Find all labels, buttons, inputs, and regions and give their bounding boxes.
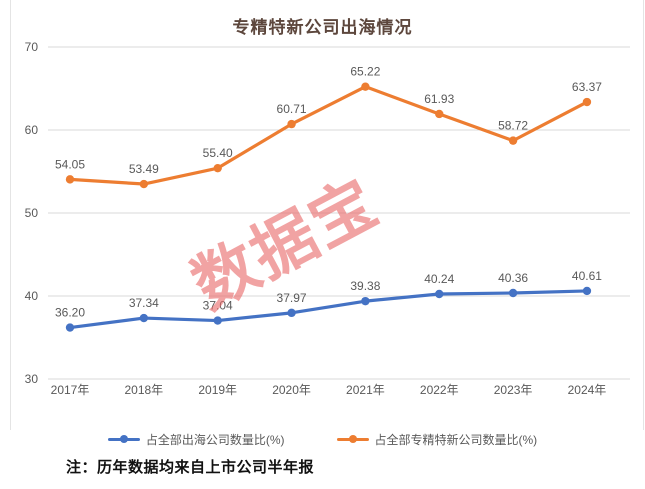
- x-tick-label: 2024年: [568, 383, 607, 397]
- data-point-marker: [139, 313, 149, 323]
- data-point-marker: [435, 289, 444, 299]
- data-point-marker: [508, 136, 518, 145]
- series-line-blue: [68, 289, 589, 330]
- x-tick-label: 2018年: [124, 383, 163, 397]
- x-tick-label: 2021年: [346, 383, 385, 397]
- data-point-label: 60.71: [277, 102, 307, 116]
- chart-title: 专精特新公司出海情况: [232, 18, 413, 38]
- series-line-orange: [68, 85, 589, 186]
- data-point-marker: [508, 288, 518, 298]
- y-tick-label: 40: [25, 289, 39, 303]
- data-point-label: 37.97: [277, 291, 307, 305]
- data-point-label: 63.37: [572, 80, 602, 94]
- legend-item-orange: 占全部专精特新公司数量比(%): [336, 431, 538, 448]
- data-point-marker: [361, 296, 370, 306]
- chart-legend: 占全部出海公司数量比(%) 占全部专精特新公司数量比(%): [0, 429, 645, 449]
- x-tick-label: 2020年: [272, 383, 311, 397]
- data-point-marker: [287, 119, 296, 129]
- data-point-marker: [213, 316, 222, 325]
- data-point-label: 36.20: [55, 306, 85, 320]
- blue-line-marker-icon: [107, 435, 140, 443]
- data-point-marker: [435, 109, 444, 119]
- data-point-marker: [361, 82, 370, 91]
- data-point-marker: [139, 179, 149, 189]
- legend-label-orange: 占全部专精特新公司数量比(%): [374, 432, 538, 447]
- data-point-label: 37.04: [203, 299, 233, 313]
- footnote: 注：历年数据均来自上市公司半年报: [66, 459, 315, 476]
- data-point-label: 39.38: [350, 279, 380, 293]
- data-point-label: 61.93: [424, 92, 454, 106]
- data-point-label: 65.22: [350, 65, 380, 79]
- orange-line-marker-icon: [336, 435, 369, 443]
- data-point-marker: [582, 286, 592, 296]
- data-point-marker: [65, 175, 75, 184]
- y-tick-label: 30: [25, 372, 39, 386]
- data-point-label: 53.49: [129, 162, 159, 176]
- data-point-marker: [213, 163, 222, 173]
- line-chart-plot-area: 30 40 50 60 70 2017年 2018年 2019年 2020年 2021年 2022年…: [25, 40, 630, 397]
- data-point-label: 58.72: [498, 119, 528, 133]
- data-point-marker: [65, 323, 75, 332]
- data-point-marker: [582, 97, 592, 107]
- y-tick-label: 70: [25, 40, 39, 54]
- legend-item-blue: 占全部出海公司数量比(%): [107, 431, 285, 448]
- data-point-marker: [287, 308, 296, 318]
- x-tick-label: 2022年: [420, 383, 459, 397]
- legend-label-blue: 占全部出海公司数量比(%): [145, 432, 285, 447]
- x-tick-label: 2023年: [494, 383, 533, 397]
- data-point-label: 40.61: [572, 269, 602, 283]
- data-point-label: 40.36: [498, 271, 528, 285]
- x-tick-label: 2019年: [198, 383, 237, 397]
- data-point-label: 40.24: [424, 272, 454, 286]
- data-point-label: 55.40: [203, 146, 233, 160]
- y-tick-label: 60: [25, 123, 39, 137]
- y-tick-label: 50: [25, 206, 39, 220]
- x-tick-label: 2017年: [51, 383, 90, 397]
- data-point-label: 54.05: [55, 157, 85, 171]
- data-point-label: 37.34: [129, 296, 159, 310]
